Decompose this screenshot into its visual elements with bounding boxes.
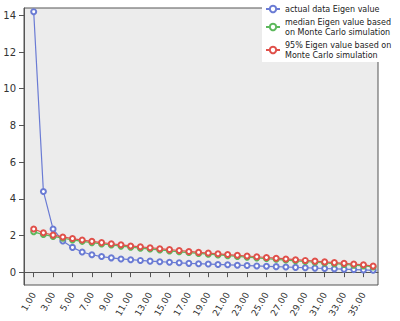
- svg-text:23.00: 23.00: [230, 290, 252, 318]
- svg-text:9.00: 9.00: [97, 290, 116, 313]
- svg-text:7.00: 7.00: [78, 290, 97, 313]
- svg-text:17.00: 17.00: [172, 290, 194, 318]
- svg-text:on Monte Carlo simulation: on Monte Carlo simulation: [285, 28, 390, 37]
- svg-text:4: 4: [10, 193, 16, 204]
- svg-text:95% Eigen value based on: 95% Eigen value based on: [285, 41, 394, 50]
- svg-text:actual data Eigen value: actual data Eigen value: [285, 5, 380, 14]
- svg-text:25.00: 25.00: [249, 290, 271, 318]
- svg-text:median Eigen value based: median Eigen value based: [285, 18, 394, 27]
- svg-text:27.00: 27.00: [269, 290, 291, 318]
- svg-text:2: 2: [10, 230, 16, 241]
- svg-text:Monte Carlo simulation: Monte Carlo simulation: [285, 51, 378, 60]
- svg-text:21.00: 21.00: [210, 290, 232, 318]
- svg-text:14: 14: [3, 10, 16, 21]
- svg-text:0: 0: [10, 267, 16, 278]
- svg-text:8: 8: [10, 120, 16, 131]
- svg-text:35.00: 35.00: [346, 290, 368, 318]
- svg-text:19.00: 19.00: [191, 290, 213, 318]
- svg-text:1.00: 1.00: [19, 290, 38, 313]
- svg-text:33.00: 33.00: [327, 290, 349, 318]
- svg-text:29.00: 29.00: [288, 290, 310, 318]
- svg-text:3.00: 3.00: [39, 290, 58, 313]
- svg-text:31.00: 31.00: [307, 290, 329, 318]
- svg-text:10: 10: [3, 83, 16, 94]
- svg-text:13.00: 13.00: [133, 290, 155, 318]
- svg-text:12: 12: [3, 47, 16, 58]
- svg-text:11.00: 11.00: [113, 290, 135, 318]
- svg-text:6: 6: [10, 157, 16, 168]
- svg-text:15.00: 15.00: [152, 290, 174, 318]
- svg-text:5.00: 5.00: [58, 290, 77, 313]
